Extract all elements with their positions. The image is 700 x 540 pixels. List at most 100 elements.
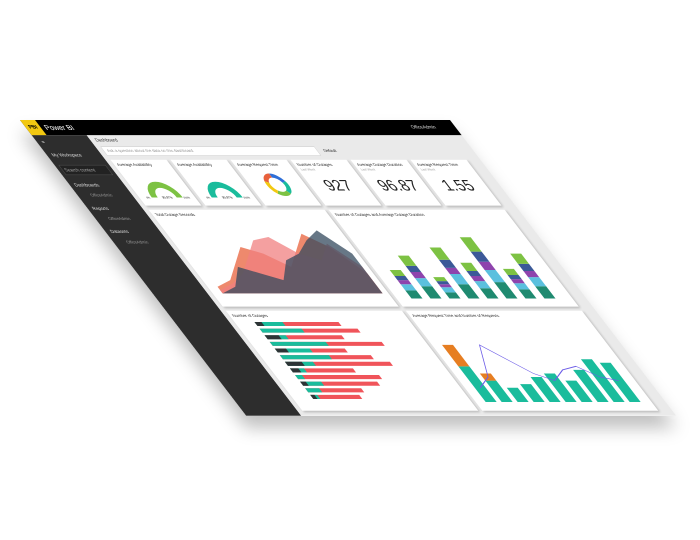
stacked-bar-segment: [507, 275, 522, 280]
donut-chart: [263, 173, 292, 196]
stacked-bar-segment: [457, 284, 480, 299]
area-series: [222, 230, 383, 294]
stacked-bar-segment: [478, 261, 496, 270]
donut-slice: [264, 181, 279, 194]
horizontal-bar: [259, 328, 305, 333]
tile-number-of-outages-bars[interactable]: Number of Outages: [225, 310, 479, 411]
power-bi-window: PBI Power BI OfficeAdmin ≡ My Workspace …: [20, 120, 677, 416]
column-bar: [441, 344, 470, 367]
stacked-bar-segment: [421, 286, 442, 299]
stacked-bar-segment: [397, 280, 412, 285]
default-view-button[interactable]: Default: [321, 148, 339, 154]
kpi-value: 96.87: [372, 177, 424, 194]
app-title: Power BI: [41, 123, 77, 132]
column-bar: [506, 387, 529, 403]
sidebar-subitem[interactable]: OfficeAdmin: [106, 216, 132, 221]
gauge-min: 0%: [145, 196, 152, 200]
stacked-bar-segment: [474, 281, 491, 289]
horizontal-bar: [254, 321, 265, 327]
stacked-bar-segment: [510, 279, 525, 284]
area-chart: [217, 230, 383, 294]
tile-outages-duration[interactable]: Number of Outages and Average Outage Dur…: [328, 209, 579, 307]
stacked-bar-segment: [470, 276, 486, 282]
gauge-min: 0%: [205, 196, 212, 200]
gauge-value: 99.97%: [161, 196, 174, 200]
gauge-chart: 99.97% 0% 100%: [205, 181, 251, 200]
horizontal-bar: [279, 355, 332, 360]
horizontal-bar: [305, 388, 323, 393]
stacked-bar-segment: [429, 247, 450, 260]
search-content-input[interactable]: Search content: [58, 164, 114, 176]
tile-title: Average Availability: [175, 162, 214, 167]
stacked-bar-segment: [470, 251, 490, 262]
horizontal-bar: [289, 368, 302, 373]
donut-slice: [277, 190, 291, 196]
stacked-bar-segment: [528, 277, 547, 287]
tile-gauge-1[interactable]: Average Availability 99.97% 0% 100%: [110, 159, 202, 206]
top-bar: PBI Power BI OfficeAdmin: [20, 120, 462, 136]
gauge-max: 100%: [182, 196, 191, 200]
stacked-bar-segment: [510, 253, 529, 264]
stacked-bar-segment: [449, 274, 469, 285]
stacked-bar-segment: [405, 265, 422, 272]
tile-subtitle: Last Week: [300, 168, 317, 172]
horizontal-bar: [284, 361, 305, 366]
stacked-bar-segment: [445, 267, 461, 275]
kpi-value: 1.55: [437, 177, 480, 194]
stacked-bar-segment: [484, 269, 506, 283]
stacked-bar-segment: [502, 268, 519, 276]
stacked-bar-segment: [389, 269, 406, 277]
stacked-bar-segment: [414, 278, 433, 287]
tile-title: Average Request Time: [415, 162, 460, 167]
sidebar-subitem[interactable]: OfficeAdmin: [88, 192, 114, 198]
tile-subtitle: Last Week: [420, 168, 437, 172]
line-series: [478, 344, 619, 389]
sidebar-item-dashboards[interactable]: Dashboards: [72, 182, 101, 188]
gauge-value: 99.97%: [221, 196, 234, 200]
user-name[interactable]: OfficeAdmin: [409, 124, 438, 130]
stacked-bar-segment: [438, 284, 452, 288]
stacked-bar-segment: [438, 259, 457, 268]
combo-chart: [441, 344, 641, 403]
stacked-bar-segment: [513, 283, 530, 290]
tile-title: Average Request Time and Number of Reque…: [410, 313, 501, 318]
tile-title: Number of Outages and Average Outage Dur…: [333, 212, 426, 217]
horizontal-bar: [310, 394, 363, 399]
stacked-bar-segment: [518, 289, 537, 299]
stacked-bar-segment: [394, 276, 409, 281]
menu-icon[interactable]: ≡: [39, 139, 47, 145]
sidebar-subitem[interactable]: OfficeAdmin: [124, 239, 150, 245]
horizontal-bar: [300, 381, 309, 386]
tile-title: Number of Outages: [295, 162, 334, 167]
stacked-bar-segment: [410, 271, 426, 279]
dashboard-canvas: Dashboard Ask a question about the data …: [86, 135, 677, 416]
tile-subtitle: Last Week: [360, 168, 377, 172]
column-bar: [485, 380, 513, 403]
sidebar-item-reports[interactable]: Reports: [90, 205, 111, 211]
stacked-bar-segment: [397, 255, 417, 266]
column-bar: [520, 384, 545, 403]
stacked-bar-segment: [517, 263, 535, 271]
stacked-bar-segment: [535, 286, 556, 299]
gauge-chart: 99.97% 0% 100%: [145, 181, 191, 200]
stacked-bar-segment: [494, 282, 518, 299]
tile-title: Average Outage Duration: [355, 162, 405, 167]
column-bar: [599, 362, 641, 403]
tile-request-time-requests[interactable]: Average Request Time and Number of Reque…: [405, 310, 659, 411]
qa-input[interactable]: Ask a question about the data on this da…: [100, 146, 322, 156]
tile-total-outage-seconds[interactable]: Total Outage Seconds: [148, 209, 399, 307]
column-bar: [543, 373, 577, 403]
horizontal-bar: [295, 375, 383, 380]
tile-gauge-2[interactable]: Average Availability 99.97% 0% 100%: [170, 159, 262, 206]
stacked-bar-segment: [479, 288, 499, 299]
horizontal-bar: [274, 348, 290, 353]
sidebar-workspace[interactable]: My Workspace: [49, 152, 84, 158]
horizontal-bar: [269, 341, 329, 346]
horizontal-bar: [289, 368, 357, 373]
stacked-bar-segment: [400, 284, 417, 291]
gauge-arc: [207, 181, 243, 198]
gauge-max: 100%: [242, 196, 251, 200]
sidebar-item-datasets[interactable]: Datasets: [108, 229, 131, 235]
tile-title: Number of Outages: [230, 313, 270, 318]
tile-donut[interactable]: Average Request Time: [230, 159, 322, 206]
